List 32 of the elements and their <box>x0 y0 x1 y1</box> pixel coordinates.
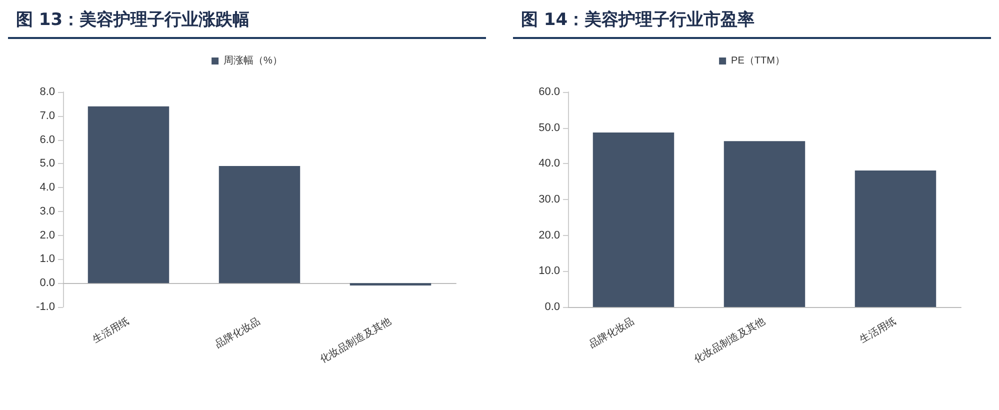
bar <box>592 132 674 307</box>
legend-label: 周涨幅（%） <box>224 54 282 66</box>
y-tick-label: 60.0 <box>538 86 560 98</box>
bar <box>724 141 806 307</box>
y-tick-label: 5.0 <box>40 158 55 170</box>
x-tick-label: 生活用纸 <box>90 315 132 346</box>
y-tick-label: 40.0 <box>538 158 560 170</box>
chart-title: 图 14：美容护理子行业市盈率 <box>513 6 991 39</box>
y-tick-label: 7.0 <box>40 110 55 122</box>
y-tick-label: 10.0 <box>538 265 560 278</box>
x-tick-label: 化妆品制造及其他 <box>318 315 394 366</box>
x-tick-label: 品牌化妆品 <box>212 315 262 351</box>
y-tick-label: 0.0 <box>40 277 55 290</box>
y-tick-label: 4.0 <box>40 182 55 194</box>
y-tick-label: 20.0 <box>538 229 560 242</box>
bar <box>88 106 170 284</box>
y-tick-label: 50.0 <box>538 122 560 134</box>
x-tick-label: 生活用纸 <box>858 315 898 346</box>
y-tick-label: -1.0 <box>36 301 55 313</box>
y-tick-label: 3.0 <box>40 205 55 218</box>
legend-label: PE（TTM） <box>731 56 785 66</box>
y-tick-label: 0.0 <box>544 301 560 313</box>
y-tick-label: 6.0 <box>40 134 55 146</box>
x-tick-label: 化妆品制造及其他 <box>692 315 768 366</box>
x-tick-label: 品牌化妆品 <box>586 315 636 351</box>
bar <box>854 170 936 307</box>
y-tick-label: 2.0 <box>40 229 55 242</box>
y-tick-label: 1.0 <box>40 253 55 266</box>
bar <box>218 166 300 284</box>
chart-title: 图 13：美容护理子行业涨跌幅 <box>8 6 486 39</box>
y-tick-label: 30.0 <box>538 194 560 206</box>
y-tick-label: 8.0 <box>40 86 55 98</box>
